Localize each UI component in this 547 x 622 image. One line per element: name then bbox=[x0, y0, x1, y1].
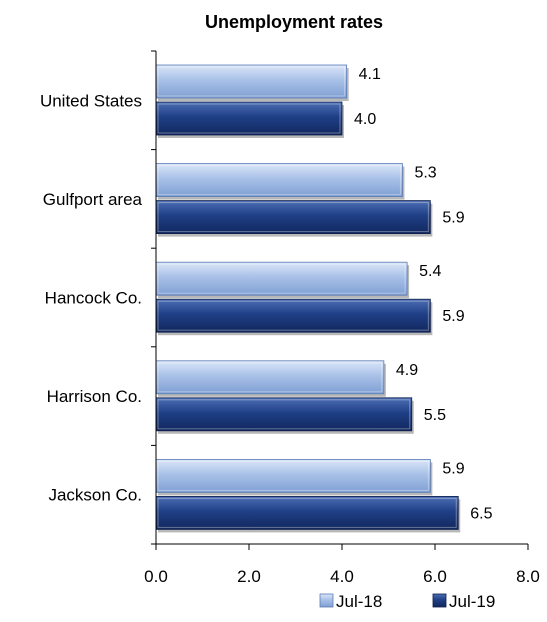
data-label: 5.4 bbox=[419, 263, 441, 280]
bar-jul-18-4 bbox=[155, 360, 386, 397]
y-tick-label: Jackson Co. bbox=[48, 486, 142, 505]
bar-body bbox=[155, 458, 431, 493]
bar-body bbox=[155, 101, 343, 136]
bar-jul-18-2 bbox=[155, 163, 405, 200]
data-label: 6.5 bbox=[470, 505, 492, 522]
x-tick-label: 4.0 bbox=[330, 567, 354, 586]
bar-bevel bbox=[157, 202, 429, 233]
y-tick-label: Gulfport area bbox=[43, 190, 143, 209]
data-label: 4.0 bbox=[354, 111, 376, 128]
bar-body bbox=[155, 495, 459, 530]
bar-jul-19-1 bbox=[155, 101, 344, 138]
legend-label: Jul-19 bbox=[449, 592, 495, 611]
bar-body bbox=[155, 261, 408, 296]
data-label: 5.3 bbox=[414, 165, 436, 182]
data-label: 5.9 bbox=[442, 460, 464, 477]
data-label: 4.9 bbox=[396, 362, 418, 379]
bar-jul-18-1 bbox=[155, 64, 349, 101]
y-tick-label: United States bbox=[40, 91, 142, 110]
y-tick-label: Hancock Co. bbox=[45, 289, 142, 308]
bar-bevel bbox=[157, 263, 406, 294]
bar-body bbox=[155, 397, 413, 432]
bar-body bbox=[155, 64, 348, 99]
bar-bevel bbox=[157, 460, 429, 491]
data-label: 5.9 bbox=[442, 308, 464, 325]
bar-jul-18-3 bbox=[155, 261, 410, 299]
x-tick-label: 6.0 bbox=[423, 567, 447, 586]
legend-swatch bbox=[432, 593, 447, 608]
plot-area: United States 4.1 4.0 Gulfport area 5.3 5.9 Ha… bbox=[40, 50, 540, 611]
bar-bevel bbox=[157, 497, 457, 528]
bar-body bbox=[155, 163, 403, 198]
bar-jul-19-2 bbox=[155, 200, 433, 237]
bar-bevel bbox=[157, 103, 341, 134]
x-tick-label: 8.0 bbox=[516, 567, 540, 586]
legend-item-jul-18: Jul-18 bbox=[319, 592, 382, 611]
bar-jul-18-5 bbox=[155, 458, 433, 496]
bar-body bbox=[155, 298, 431, 333]
bar-jul-19-3 bbox=[155, 298, 433, 336]
data-label: 5.9 bbox=[442, 210, 464, 227]
x-tick-label: 2.0 bbox=[237, 567, 261, 586]
bar-bevel bbox=[157, 165, 401, 196]
data-label: 4.1 bbox=[359, 66, 381, 83]
legend-swatch bbox=[319, 593, 334, 608]
bar-bevel bbox=[157, 300, 429, 331]
chart-title: Unemployment rates bbox=[205, 12, 383, 32]
bar-body bbox=[155, 200, 431, 235]
x-tick-label: 0.0 bbox=[144, 567, 168, 586]
bar-bevel bbox=[157, 362, 383, 393]
bar-bevel bbox=[157, 66, 346, 97]
legend-item-jul-19: Jul-19 bbox=[432, 592, 495, 611]
bar-jul-19-5 bbox=[155, 495, 461, 533]
bar-bevel bbox=[157, 399, 411, 430]
legend-label: Jul-18 bbox=[336, 592, 382, 611]
data-label: 5.5 bbox=[424, 407, 446, 424]
bar-jul-19-4 bbox=[155, 397, 414, 434]
bar-body bbox=[155, 360, 385, 395]
y-tick-label: Harrison Co. bbox=[47, 387, 142, 406]
